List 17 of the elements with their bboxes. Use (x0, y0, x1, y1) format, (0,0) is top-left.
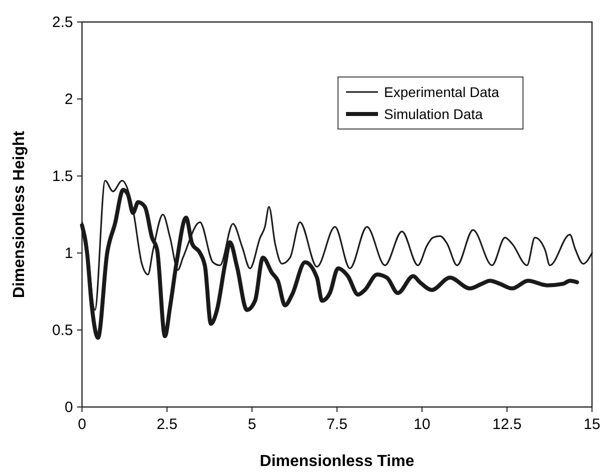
legend-label: Experimental Data (384, 84, 500, 100)
y-tick-label: 2.5 (52, 14, 73, 31)
x-tick-label: 0 (78, 416, 86, 433)
x-tick-label: 12.5 (492, 416, 522, 433)
y-tick-label: 1 (64, 245, 73, 262)
x-tick-label: 5 (248, 416, 256, 433)
y-tick-label: 1.5 (52, 168, 73, 185)
y-axis-title: Dimensionless Height (11, 130, 28, 298)
y-tick-label: 0 (64, 399, 73, 416)
x-tick-label: 2.5 (156, 416, 178, 433)
legend-label: Simulation Data (384, 106, 484, 122)
x-tick-label: 10 (414, 416, 430, 433)
y-tick-label: 2 (64, 91, 73, 108)
x-tick-label: 15 (584, 416, 600, 433)
x-tick-label: 7.5 (326, 416, 348, 433)
y-tick-label: 0.5 (52, 322, 73, 339)
x-axis-title: Dimensionless Time (260, 453, 414, 470)
